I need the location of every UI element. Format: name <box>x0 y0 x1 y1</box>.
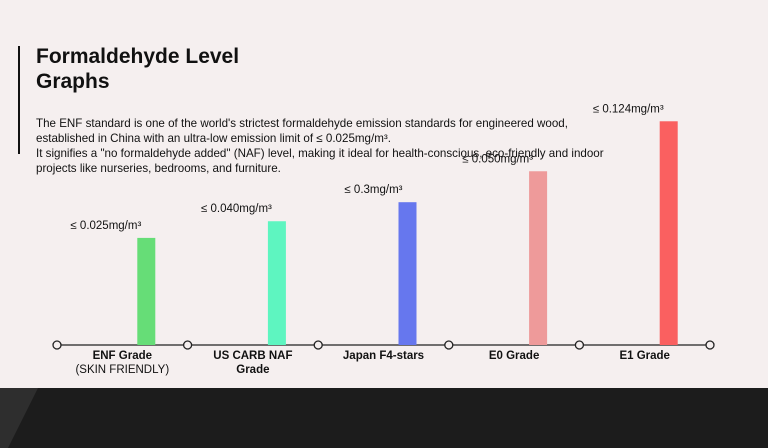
axis-node-5 <box>705 340 715 350</box>
category-sublabel-1: (SKIN FRIENDLY) <box>75 364 169 376</box>
page-title-line-2: Graphs <box>36 70 110 93</box>
category-label-1: ENF Grade <box>93 350 152 362</box>
axis-node-2 <box>313 340 323 350</box>
data-label-2: ≤ 0.040mg/m³ <box>201 203 272 215</box>
axis-node-0 <box>52 340 62 350</box>
category-label-2-line-2: Grade <box>236 364 269 376</box>
bar-4 <box>529 171 548 345</box>
footer-band <box>0 388 768 448</box>
data-label-1: ≤ 0.025mg/m³ <box>70 220 141 232</box>
axis-node-4 <box>574 340 585 350</box>
bar-1 <box>137 237 156 345</box>
description-paragraph-2: It signifies a "no formaldehyde added" (… <box>36 147 604 175</box>
category-label-5: E1 Grade <box>619 350 670 362</box>
page-title: Formaldehyde Level Graphs <box>36 44 296 94</box>
page-title-line-1: Formaldehyde Level <box>36 45 240 68</box>
bar-5 <box>659 121 678 345</box>
title-accent-bar <box>18 46 20 154</box>
axis-node-3 <box>444 340 454 350</box>
data-label-5: ≤ 0.124mg/m³ <box>593 103 664 115</box>
description-paragraph-1: The ENF standard is one of the world's s… <box>36 117 568 145</box>
bar-chart: ≤ 0.025mg/m³ ENF Grade (SKIN FRIENDLY) ≤ 0.… <box>52 103 715 376</box>
category-label-3: Japan F4-stars <box>343 350 424 362</box>
footer-decoration <box>0 388 38 448</box>
bar-3 <box>398 202 417 345</box>
description: The ENF standard is one of the world's s… <box>36 116 626 176</box>
category-label-4: E0 Grade <box>489 350 540 362</box>
category-label-2-line-1: US CARB NAF <box>213 350 292 362</box>
axis-node-1 <box>182 340 193 350</box>
bar-2 <box>267 221 286 345</box>
data-label-3: ≤ 0.3mg/m³ <box>344 184 402 196</box>
data-label-4: ≤ 0.050mg/m³ <box>462 153 533 165</box>
